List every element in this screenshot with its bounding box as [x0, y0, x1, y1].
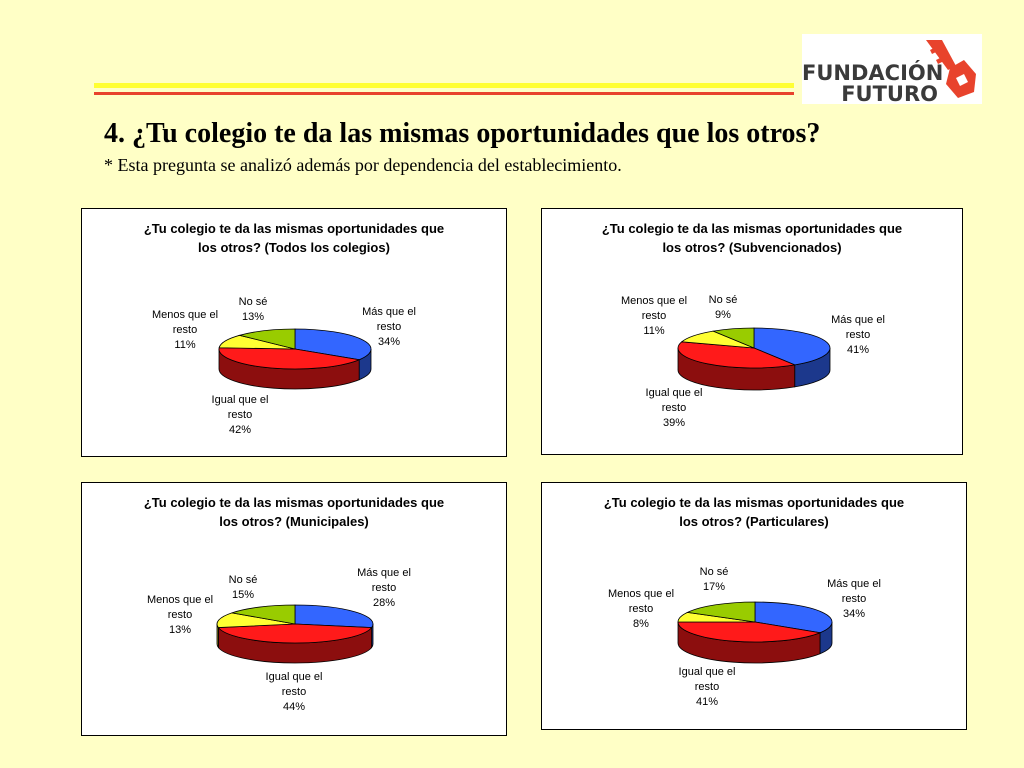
label-mas: Más que el resto 34% [827, 577, 881, 622]
page-title: 4. ¿Tu colegio te da las mismas oportuni… [104, 118, 821, 149]
label-menos-line1: Menos que el [607, 588, 675, 600]
label-mas-line1: Más que el [831, 314, 885, 326]
label-nose-line1: No sé [708, 294, 738, 306]
slice-nose [686, 601, 756, 623]
label-mas-line2: resto [841, 593, 867, 605]
label-menos-pct: 11% [174, 339, 196, 351]
chart-title: ¿Tu colegio te da las mismas oportunidad… [542, 219, 962, 257]
label-menos: Menos que el resto 11% [621, 294, 687, 339]
header-yellow-band [94, 83, 794, 88]
slice-igual [677, 341, 797, 369]
label-mas-pct: 34% [377, 336, 401, 348]
slice-nose [238, 328, 296, 350]
chart-title-line1: ¿Tu colegio te da las mismas oportunidad… [143, 495, 445, 510]
label-menos: Menos que el resto 8% [608, 587, 674, 632]
pie-chart [677, 601, 833, 664]
label-mas: Más que el resto 28% [357, 566, 411, 611]
key-icon [926, 40, 976, 98]
chart-title-line1: ¿Tu colegio te da las mismas oportunidad… [603, 495, 905, 510]
logo-line1: FUNDACIÓN [802, 61, 944, 85]
chart-panel-subvencionados: ¿Tu colegio te da las mismas oportunidad… [541, 208, 963, 455]
label-mas: Más que el resto 41% [831, 313, 885, 358]
page-subtitle: * Esta pregunta se analizó además por de… [104, 155, 622, 175]
label-mas-pct: 41% [846, 344, 870, 356]
label-menos-line2: resto [641, 310, 667, 322]
label-igual: Igual que el resto 39% [646, 386, 703, 431]
fundacion-futuro-logo: FUNDACIÓN FUTURO [802, 34, 982, 106]
label-igual: Igual que el resto 41% [679, 665, 736, 710]
label-mas-line1: Más que el [827, 578, 881, 590]
chart-title-line2: los otros? (Todos los colegios) [198, 240, 390, 255]
chart-title-line1: ¿Tu colegio te da las mismas oportunidad… [143, 221, 445, 236]
chart-panel-particulares: ¿Tu colegio te da las mismas oportunidad… [541, 482, 967, 730]
label-igual-pct: 41% [695, 696, 719, 708]
label-menos-line2: resto [172, 324, 198, 336]
label-igual-line1: Igual que el [645, 387, 703, 399]
slice-igual [217, 623, 373, 644]
label-nose: No sé 15% [229, 573, 258, 603]
slice-nose [231, 604, 296, 625]
pie-chart [216, 604, 374, 664]
header-red-band [94, 92, 794, 95]
slice-igual [677, 621, 822, 643]
label-menos-line2: resto [167, 609, 193, 621]
label-igual-line2: resto [227, 409, 253, 421]
slice-igual [218, 347, 361, 370]
label-igual-pct: 42% [228, 424, 252, 436]
label-menos-line1: Menos que el [620, 295, 688, 307]
label-igual: Igual que el resto 44% [266, 670, 323, 715]
label-mas-pct: 28% [372, 597, 396, 609]
slice-mas [294, 604, 374, 628]
label-nose: No sé 17% [700, 565, 729, 595]
label-igual-line1: Igual que el [678, 666, 736, 678]
chart-panel-todos: ¿Tu colegio te da las mismas oportunidad… [81, 208, 507, 457]
chart-title: ¿Tu colegio te da las mismas oportunidad… [82, 219, 506, 257]
slice-nose [711, 327, 755, 349]
label-mas-line2: resto [376, 321, 402, 333]
label-mas-line1: Más que el [362, 306, 416, 318]
label-menos-line2: resto [628, 603, 654, 615]
label-mas: Más que el resto 34% [362, 305, 416, 350]
label-igual-pct: 39% [662, 417, 686, 429]
label-menos-pct: 8% [633, 618, 649, 630]
label-nose-line1: No sé [699, 566, 729, 578]
label-igual-line2: resto [694, 681, 720, 693]
chart-title: ¿Tu colegio te da las mismas oportunidad… [82, 493, 506, 531]
label-nose: No sé 9% [709, 293, 738, 323]
label-igual-line1: Igual que el [211, 394, 269, 406]
chart-title-line2: los otros? (Particulares) [679, 514, 829, 529]
pie-chart [677, 327, 831, 391]
label-menos-pct: 11% [643, 325, 665, 337]
chart-panel-municipales: ¿Tu colegio te da las mismas oportunidad… [81, 482, 507, 736]
label-nose-pct: 15% [231, 589, 255, 601]
chart-title-line2: los otros? (Subvencionados) [662, 240, 842, 255]
label-nose-line1: No sé [238, 296, 268, 308]
label-mas-line2: resto [371, 582, 397, 594]
label-nose: No sé 13% [239, 295, 268, 325]
slice-menos [216, 612, 296, 628]
label-nose-pct: 9% [715, 309, 731, 321]
chart-title-line2: los otros? (Municipales) [219, 514, 369, 529]
chart-title: ¿Tu colegio te da las mismas oportunidad… [542, 493, 966, 531]
label-mas-pct: 34% [842, 608, 866, 620]
label-igual-line2: resto [281, 686, 307, 698]
label-igual: Igual que el resto 42% [212, 393, 269, 438]
label-mas-line1: Más que el [357, 567, 411, 579]
label-nose-line1: No sé [228, 574, 258, 586]
label-nose-pct: 13% [241, 311, 265, 323]
logo-line2: FUTURO [841, 82, 938, 106]
label-menos-line1: Menos que el [146, 594, 214, 606]
label-menos-line1: Menos que el [151, 309, 219, 321]
label-igual-pct: 44% [282, 701, 306, 713]
label-menos: Menos que el resto 11% [152, 308, 218, 353]
chart-title-line1: ¿Tu colegio te da las mismas oportunidad… [601, 221, 903, 236]
label-mas-line2: resto [845, 329, 871, 341]
label-menos-pct: 13% [168, 624, 192, 636]
pie-chart [218, 328, 372, 390]
label-igual-line2: resto [661, 402, 687, 414]
label-menos: Menos que el resto 13% [147, 593, 213, 638]
label-nose-pct: 17% [702, 581, 726, 593]
label-igual-line1: Igual que el [265, 671, 323, 683]
